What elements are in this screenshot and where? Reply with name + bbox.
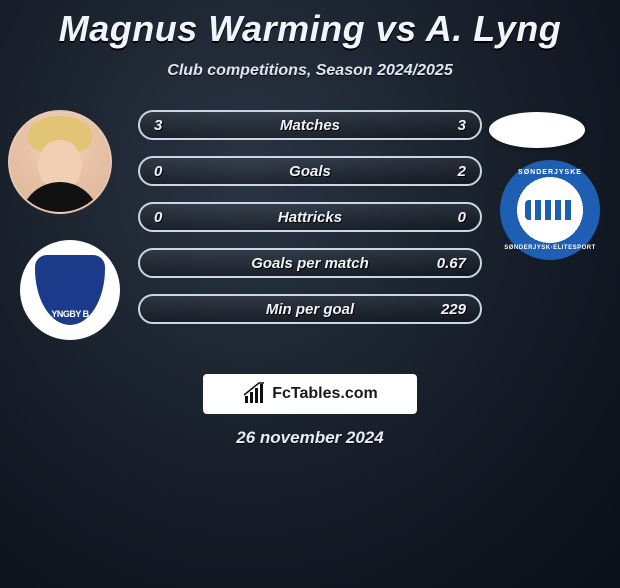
- club-badge-left-shield: YNGBY B: [35, 255, 105, 325]
- page-title: Magnus Warming vs A. Lyng: [0, 8, 620, 50]
- watermark-text: FcTables.com: [272, 385, 378, 403]
- stat-bars: 3 Matches 3 0 Goals 2 0 Hattricks 0 Goal…: [138, 110, 482, 340]
- stat-row-min-per-goal: Min per goal 229: [138, 294, 482, 324]
- comparison-stage: YNGBY B SØNDERJYSKE SØNDERJYSK·ELITESPOR…: [0, 90, 620, 420]
- stat-label: Goals: [140, 163, 480, 180]
- avatar-shirt: [20, 182, 100, 214]
- stat-row-hattricks: 0 Hattricks 0: [138, 202, 482, 232]
- stat-label: Min per goal: [140, 301, 480, 318]
- stat-label: Matches: [140, 117, 480, 134]
- stat-label: Hattricks: [140, 209, 480, 226]
- stat-row-matches: 3 Matches 3: [138, 110, 482, 140]
- watermark: FcTables.com: [203, 374, 417, 414]
- club-badge-right-stripes-icon: [525, 200, 575, 220]
- club-badge-right-text-bot: SØNDERJYSK·ELITESPORT: [503, 245, 597, 251]
- subtitle: Club competitions, Season 2024/2025: [0, 62, 620, 80]
- stat-row-goals: 0 Goals 2: [138, 156, 482, 186]
- bar-chart-icon: [242, 382, 266, 406]
- club-badge-right: SØNDERJYSKE SØNDERJYSK·ELITESPORT: [500, 160, 600, 260]
- club-badge-right-text-top: SØNDERJYSKE: [503, 169, 597, 176]
- club-badge-left: YNGBY B: [20, 240, 120, 340]
- club-badge-left-text: YNGBY B: [35, 309, 105, 319]
- stat-label: Goals per match: [140, 255, 480, 272]
- date-line: 26 november 2024: [0, 428, 620, 448]
- player-photo-left: [8, 110, 112, 214]
- player-photo-right-placeholder: [489, 112, 585, 148]
- club-badge-right-inner: [518, 178, 582, 242]
- stat-row-goals-per-match: Goals per match 0.67: [138, 248, 482, 278]
